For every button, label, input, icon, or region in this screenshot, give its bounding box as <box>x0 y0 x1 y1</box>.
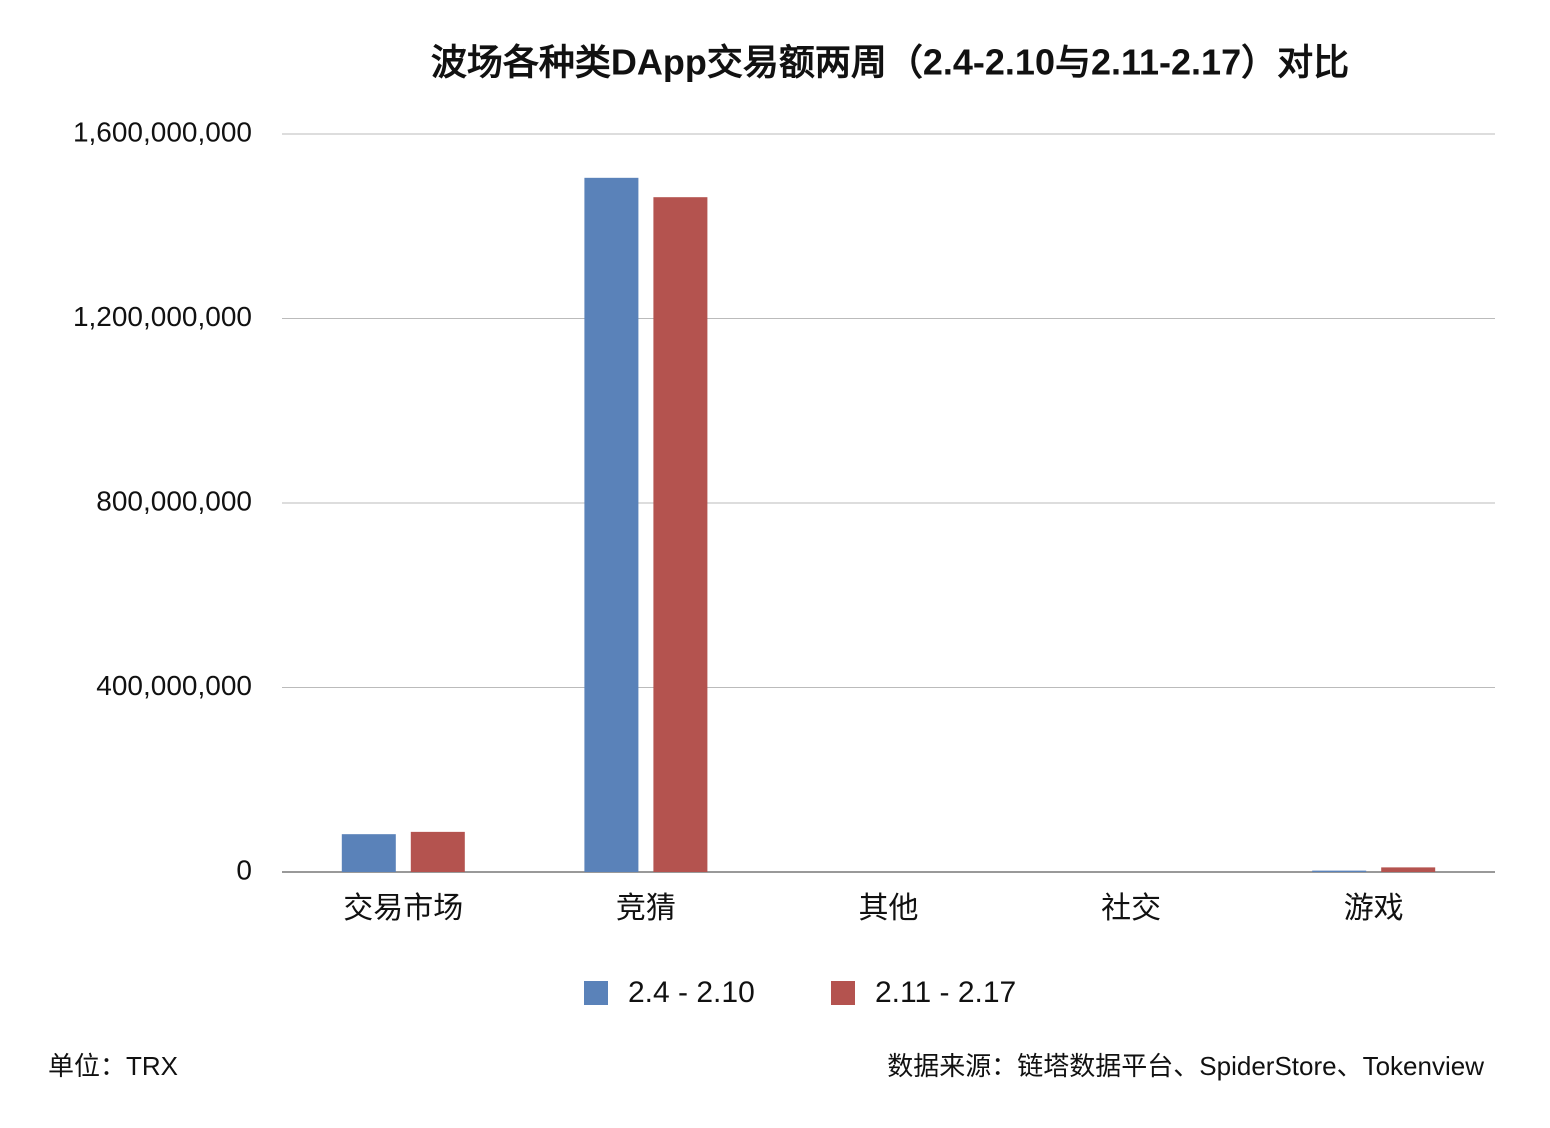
bar <box>341 834 396 872</box>
x-tick-label: 竞猜 <box>616 892 676 925</box>
bar <box>410 831 465 872</box>
legend-label: 2.11 - 2.17 <box>875 976 1016 1009</box>
x-tick-label: 交易市场 <box>343 892 463 925</box>
unit-note: 单位：TRX <box>48 1051 178 1081</box>
x-tick-label: 游戏 <box>1344 892 1404 925</box>
y-tick-label: 400,000,000 <box>96 670 252 701</box>
bar <box>1312 870 1367 872</box>
legend-label: 2.4 - 2.10 <box>628 976 755 1009</box>
chart-title: 波场各种类DApp交易额两周（2.4-2.10与2.11-2.17）对比 <box>431 42 1349 83</box>
bar <box>653 197 708 872</box>
y-tick-label: 800,000,000 <box>96 485 252 516</box>
y-tick-label: 1,200,000,000 <box>73 301 252 332</box>
legend-swatch <box>584 981 608 1005</box>
x-tick-label: 其他 <box>859 892 919 925</box>
y-tick-label: 1,600,000,000 <box>73 116 252 147</box>
legend-swatch <box>831 981 855 1005</box>
x-tick-label: 社交 <box>1101 892 1161 925</box>
bar <box>1381 867 1436 872</box>
bar <box>584 177 639 873</box>
source-note: 数据来源：链塔数据平台、SpiderStore、Tokenview <box>887 1051 1484 1081</box>
y-tick-label: 0 <box>236 854 252 885</box>
